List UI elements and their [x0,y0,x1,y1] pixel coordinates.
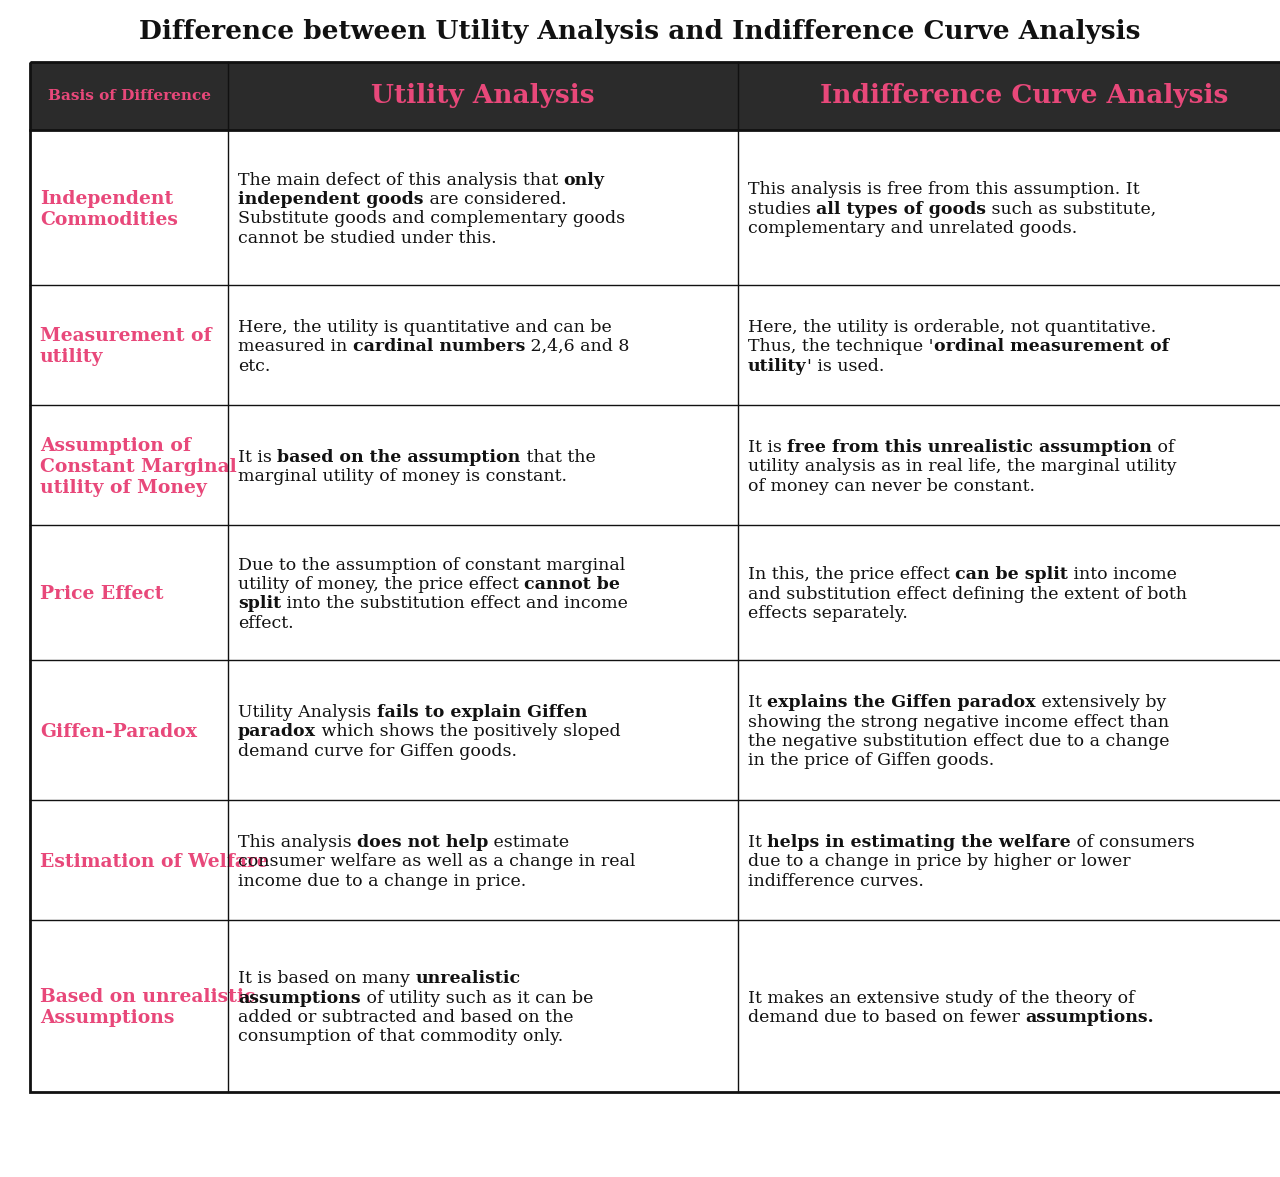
Text: Constant Marginal: Constant Marginal [40,458,237,476]
Text: assumptions: assumptions [238,990,361,1006]
Text: such as substitute,: such as substitute, [987,201,1157,218]
Text: utility: utility [748,358,806,374]
Text: measured in: measured in [238,338,353,355]
Text: utility analysis as in real life, the marginal utility: utility analysis as in real life, the ma… [748,458,1176,476]
Text: cannot be: cannot be [525,576,621,593]
Text: It: It [748,694,768,711]
Text: fails to explain Giffen: fails to explain Giffen [376,704,588,720]
Text: It is: It is [748,439,787,455]
Text: of: of [1152,439,1175,455]
Text: complementary and unrelated goods.: complementary and unrelated goods. [748,220,1078,237]
Text: cannot be studied under this.: cannot be studied under this. [238,230,497,247]
Text: Basis of Difference: Basis of Difference [47,89,210,104]
Text: It makes an extensive study of the theory of: It makes an extensive study of the theor… [748,990,1134,1006]
Text: are considered.: are considered. [424,191,566,208]
Text: It is based on many: It is based on many [238,970,416,988]
Text: Commodities: Commodities [40,211,178,228]
Text: This analysis: This analysis [238,833,357,851]
Text: This analysis is free from this assumption. It: This analysis is free from this assumpti… [748,181,1139,199]
Bar [29,62,1280,129]
Text: effect.: effect. [238,614,293,632]
Text: It is: It is [238,448,278,466]
Text: It: It [748,833,768,851]
Text: utility of Money: utility of Money [40,479,207,497]
Text: due to a change in price by higher or lower: due to a change in price by higher or lo… [748,853,1130,870]
Bar [29,920,1280,1092]
Text: can be split: can be split [955,566,1069,584]
Text: that the: that the [521,448,595,466]
Text: added or subtracted and based on the: added or subtracted and based on the [238,1009,573,1026]
Text: cardinal numbers: cardinal numbers [353,338,525,355]
Text: Substitute goods and complementary goods: Substitute goods and complementary goods [238,211,625,227]
Text: utility: utility [40,348,104,366]
Text: Utility Analysis: Utility Analysis [238,704,376,720]
Bar [29,62,1280,1092]
Text: Assumptions: Assumptions [40,1009,174,1028]
Text: income due to a change in price.: income due to a change in price. [238,872,526,890]
Text: explains the Giffen paradox: explains the Giffen paradox [768,694,1036,711]
Bar [29,660,1280,800]
Bar [29,525,1280,660]
Text: only: only [563,172,604,188]
Text: free from this unrealistic assumption: free from this unrealistic assumption [787,439,1152,455]
Text: unrealistic: unrealistic [416,970,521,988]
Bar [29,129,1280,285]
Text: demand curve for Giffen goods.: demand curve for Giffen goods. [238,743,517,759]
Text: independent goods: independent goods [238,191,424,208]
Text: The main defect of this analysis that: The main defect of this analysis that [238,172,563,188]
Text: Utility Analysis: Utility Analysis [371,84,595,108]
Text: Price Effect: Price Effect [40,585,164,603]
Text: consumer welfare as well as a change in real: consumer welfare as well as a change in … [238,853,635,870]
Text: marginal utility of money is constant.: marginal utility of money is constant. [238,468,567,485]
Text: paradox: paradox [238,723,316,740]
Text: effects separately.: effects separately. [748,605,908,623]
Bar [29,285,1280,405]
Text: split: split [238,596,282,612]
Text: studies: studies [748,201,817,218]
Text: Giffen-Paradox: Giffen-Paradox [40,723,197,740]
Text: assumptions.: assumptions. [1025,1009,1155,1026]
Bar [29,405,1280,525]
Text: Independent: Independent [40,189,173,207]
Text: which shows the positively sloped: which shows the positively sloped [316,723,621,740]
Text: Based on unrealistic: Based on unrealistic [40,989,256,1006]
Text: Measurement of: Measurement of [40,327,211,345]
Text: and substitution effect defining the extent of both: and substitution effect defining the ext… [748,586,1187,603]
Text: does not help: does not help [357,833,489,851]
Text: Estimation of Welfare: Estimation of Welfare [40,852,269,871]
Text: into income: into income [1069,566,1178,584]
Text: in the price of Giffen goods.: in the price of Giffen goods. [748,752,995,770]
Text: 2,4,6 and 8: 2,4,6 and 8 [525,338,630,355]
Text: Here, the utility is quantitative and can be: Here, the utility is quantitative and ca… [238,319,612,335]
Text: ordinal measurement of: ordinal measurement of [933,338,1169,355]
Text: into the substitution effect and income: into the substitution effect and income [282,596,628,612]
Text: Due to the assumption of constant marginal: Due to the assumption of constant margin… [238,557,625,573]
Text: of utility such as it can be: of utility such as it can be [361,990,593,1006]
Text: estimate: estimate [489,833,570,851]
Text: Indifference Curve Analysis: Indifference Curve Analysis [819,84,1229,108]
Text: indifference curves.: indifference curves. [748,872,924,890]
Text: In this, the price effect: In this, the price effect [748,566,955,584]
Text: Here, the utility is orderable, not quantitative.: Here, the utility is orderable, not quan… [748,319,1156,335]
Text: the negative substitution effect due to a change: the negative substitution effect due to … [748,733,1170,750]
Text: Assumption of: Assumption of [40,437,191,454]
Text: of consumers: of consumers [1071,833,1194,851]
Text: of money can never be constant.: of money can never be constant. [748,478,1036,494]
Text: ' is used.: ' is used. [806,358,884,374]
Text: helps in estimating the welfare: helps in estimating the welfare [768,833,1071,851]
Text: utility of money, the price effect: utility of money, the price effect [238,576,525,593]
Text: based on the assumption: based on the assumption [278,448,521,466]
Text: etc.: etc. [238,358,270,374]
Text: showing the strong negative income effect than: showing the strong negative income effec… [748,713,1169,731]
Text: Difference between Utility Analysis and Indifference Curve Analysis: Difference between Utility Analysis and … [140,20,1140,45]
Text: demand due to based on fewer: demand due to based on fewer [748,1009,1025,1026]
Bar [29,800,1280,920]
Text: Thus, the technique ': Thus, the technique ' [748,338,933,355]
Text: extensively by: extensively by [1036,694,1166,711]
Text: all types of goods: all types of goods [817,201,987,218]
Text: consumption of that commodity only.: consumption of that commodity only. [238,1029,563,1045]
